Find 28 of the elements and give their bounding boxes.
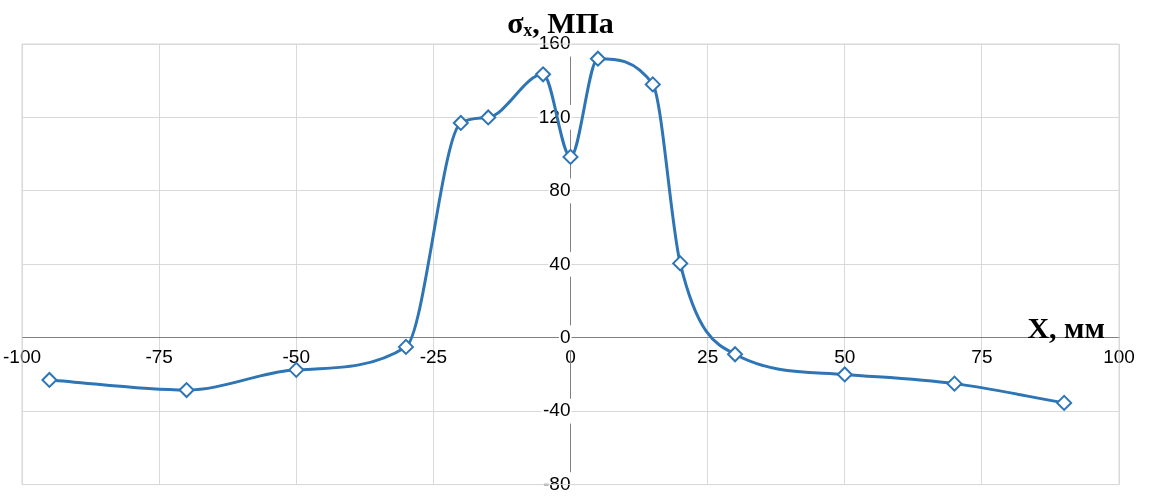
point xyxy=(397,338,414,355)
y-tick-label: 40 xyxy=(549,252,571,274)
y-tick-label: 0 xyxy=(559,325,571,347)
x-tick-label: -75 xyxy=(145,346,173,368)
x-tick-label: -50 xyxy=(282,346,310,368)
point xyxy=(644,76,661,93)
point xyxy=(41,371,58,388)
point xyxy=(727,346,744,363)
x-tick-label: 25 xyxy=(697,346,719,368)
point xyxy=(836,366,853,383)
point xyxy=(1056,394,1073,411)
y-tick-label: -40 xyxy=(543,399,571,421)
point xyxy=(452,114,469,131)
x-tick-label: 75 xyxy=(971,346,993,368)
point xyxy=(946,375,963,392)
point xyxy=(672,255,689,272)
y-tick-label: 80 xyxy=(549,179,571,201)
x-tick-label: 50 xyxy=(834,346,856,368)
y-tick-label: -80 xyxy=(543,472,571,494)
x-tick-label: 100 xyxy=(1103,346,1135,368)
point xyxy=(535,66,552,83)
x-axis-title: X, мм xyxy=(1027,311,1105,345)
point xyxy=(480,109,497,126)
point xyxy=(589,50,606,67)
point xyxy=(562,148,579,165)
point xyxy=(178,382,195,399)
x-tick-label: -25 xyxy=(419,346,448,368)
x-tick-label: -100 xyxy=(3,346,42,368)
